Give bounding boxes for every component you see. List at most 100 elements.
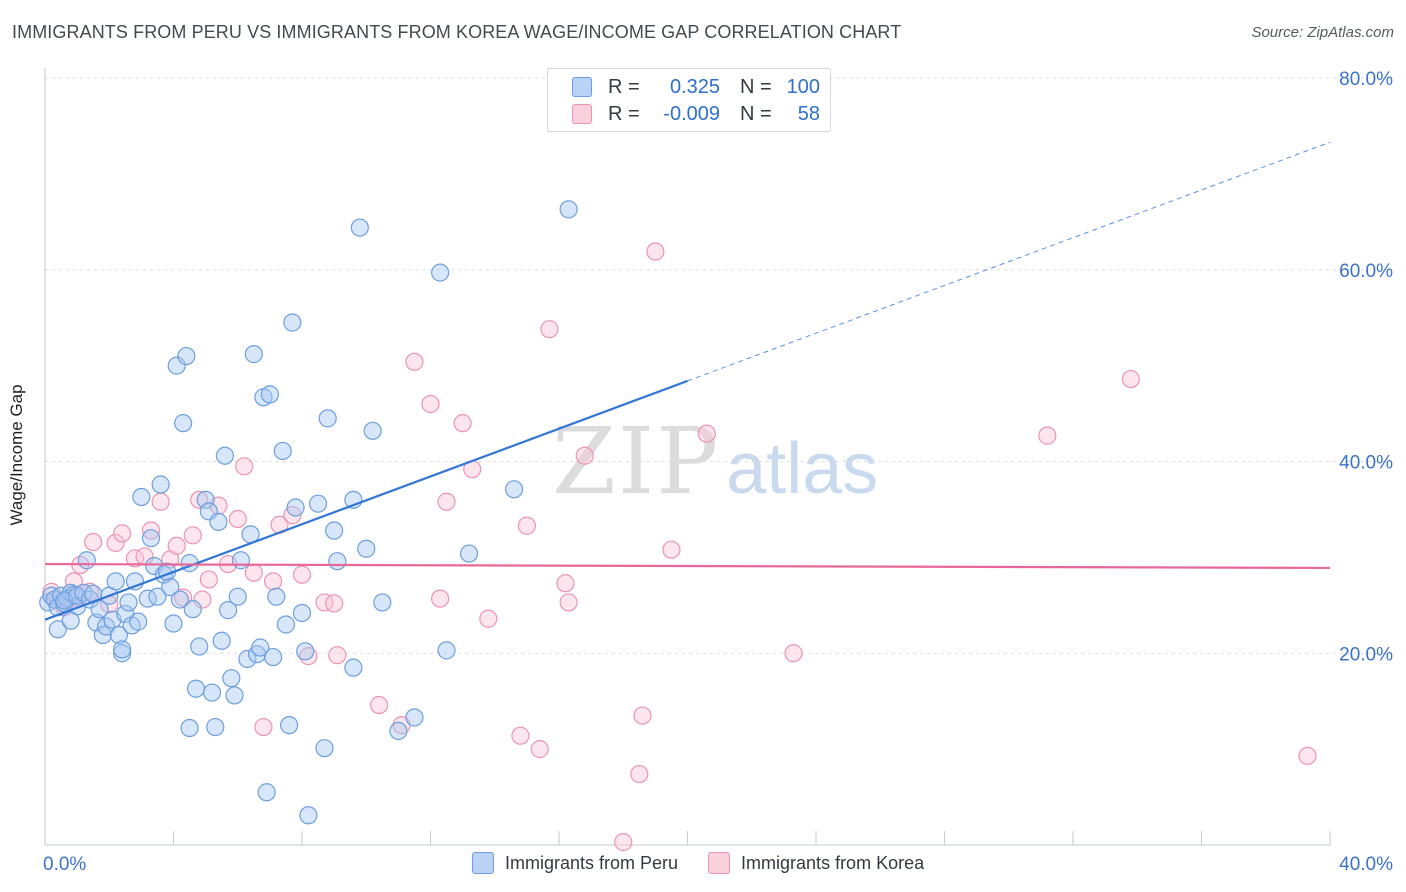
peru-point [129, 612, 148, 631]
korea-point [370, 695, 389, 715]
peru-legend-swatch [472, 852, 494, 874]
peru-point [260, 385, 279, 404]
peru-point [350, 218, 369, 237]
legend-n-label: N = [740, 102, 772, 125]
source-credit: Source: ZipAtlas.com [1251, 24, 1394, 41]
peru-point [276, 615, 296, 634]
korea-point [199, 570, 218, 589]
peru-point [164, 614, 183, 633]
peru-point [202, 683, 222, 702]
korea-point [431, 589, 450, 608]
legend-n-value: 58 [797, 102, 820, 125]
peru-point [151, 475, 170, 494]
peru-point [148, 587, 167, 606]
peru-point [244, 345, 263, 364]
peru-point [183, 600, 202, 619]
korea-point [254, 717, 273, 737]
korea-point [662, 540, 681, 559]
peru-point [251, 638, 270, 657]
peru-point [296, 642, 315, 661]
korea-point [511, 726, 530, 745]
korea-point [575, 446, 594, 465]
peru-point [263, 647, 283, 667]
peru-point [190, 637, 209, 656]
y-tick-label: 80.0% [1339, 69, 1393, 90]
peru-point [373, 593, 392, 612]
peru-point [257, 783, 276, 802]
peru-point [228, 587, 247, 606]
peru-point [186, 679, 206, 698]
korea-point [1121, 369, 1140, 389]
y-tick-label: 40.0% [1339, 453, 1393, 474]
y-tick-label: 60.0% [1339, 261, 1393, 282]
korea-point [292, 565, 312, 584]
peru-point [180, 718, 199, 738]
korea-swatch [572, 104, 592, 124]
korea-legend-label: Immigrants from Korea [741, 852, 925, 873]
peru-point [209, 512, 228, 532]
peru-point [504, 480, 524, 499]
korea-point [453, 414, 472, 433]
peru-point [119, 593, 138, 612]
peru-point [238, 649, 257, 669]
korea-point [193, 590, 212, 609]
korea-point [437, 492, 456, 511]
peru-point [132, 487, 151, 507]
peru-point [174, 414, 193, 433]
korea-point [183, 526, 202, 545]
peru-point [222, 669, 241, 688]
korea-point [630, 764, 649, 784]
peru-trend-extension [687, 141, 1331, 382]
watermark-atlas: atlas [726, 429, 879, 509]
korea-point [106, 533, 125, 553]
peru-point [161, 577, 180, 597]
korea-point [328, 646, 347, 665]
peru-point [77, 551, 96, 570]
korea-point [421, 394, 440, 414]
peru-point [437, 641, 456, 660]
korea-point [633, 706, 652, 725]
korea-point [556, 574, 575, 593]
peru-point [74, 583, 93, 602]
legend-item-korea[interactable]: Immigrants from Korea [708, 852, 924, 874]
korea-point [141, 521, 161, 540]
peru-point [357, 539, 376, 558]
korea-point [84, 532, 103, 552]
korea-point [325, 594, 344, 613]
korea-point [517, 516, 536, 535]
peru-point [196, 490, 215, 509]
korea-legend-swatch [708, 852, 731, 874]
peru-point [61, 611, 80, 630]
legend-row-korea: R = -0.009 N = 58 [572, 101, 820, 127]
stats-legend: R = 0.325 N = 100 R = -0.009 N = 58 [547, 68, 831, 132]
peru-point [231, 551, 251, 570]
x-tick-label: 40.0% [1339, 854, 1393, 875]
korea-point [235, 457, 254, 476]
peru-point [344, 658, 363, 677]
korea-point [244, 563, 263, 582]
peru-point [212, 631, 231, 650]
korea-point [151, 492, 170, 511]
peru-point [431, 263, 450, 282]
peru-point [225, 686, 244, 705]
legend-row-peru: R = 0.325 N = 100 [572, 74, 820, 100]
legend-r-label: R = [608, 102, 640, 125]
peru-point [112, 640, 132, 659]
korea-point [784, 644, 803, 663]
peru-point [283, 313, 302, 332]
peru-point [273, 441, 292, 461]
legend-n-label: N = [740, 75, 772, 98]
peru-point [299, 806, 318, 825]
peru-point [267, 587, 286, 606]
korea-point [167, 536, 186, 555]
series-legend: Immigrants from Peru Immigrants from Kor… [472, 852, 954, 874]
korea-point [1038, 426, 1057, 445]
legend-n-value: 100 [786, 75, 820, 98]
legend-item-peru[interactable]: Immigrants from Peru [472, 852, 678, 874]
korea-point [263, 572, 283, 591]
peru-legend-label: Immigrants from Peru [505, 852, 679, 873]
peru-point [389, 721, 408, 741]
korea-point [540, 320, 559, 339]
korea-point [697, 424, 716, 443]
peru-point [167, 356, 186, 375]
